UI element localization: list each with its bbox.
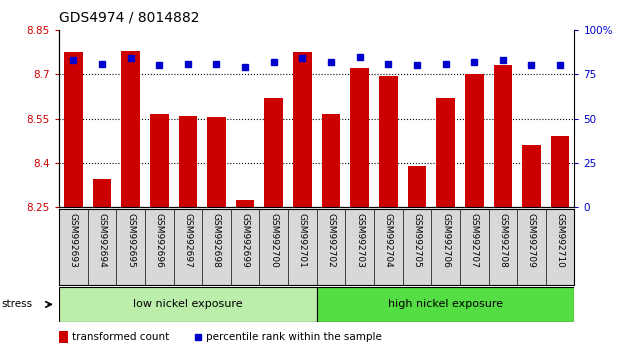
Text: GSM992700: GSM992700 <box>270 213 278 268</box>
Text: GSM992701: GSM992701 <box>298 213 307 268</box>
Text: GSM992710: GSM992710 <box>556 213 564 268</box>
Text: GSM992708: GSM992708 <box>498 213 507 268</box>
Bar <box>379 76 397 207</box>
Text: GSM992698: GSM992698 <box>212 213 221 268</box>
Bar <box>207 117 226 207</box>
Text: high nickel exposure: high nickel exposure <box>388 299 503 309</box>
Bar <box>494 65 512 207</box>
Text: GSM992704: GSM992704 <box>384 213 393 267</box>
Bar <box>64 52 83 207</box>
Bar <box>265 98 283 207</box>
Bar <box>551 136 569 207</box>
Text: low nickel exposure: low nickel exposure <box>133 299 243 309</box>
Bar <box>437 98 455 207</box>
Text: GSM992703: GSM992703 <box>355 213 364 268</box>
Text: GSM992695: GSM992695 <box>126 213 135 268</box>
Bar <box>350 68 369 207</box>
Text: GSM992707: GSM992707 <box>469 213 479 268</box>
Bar <box>59 287 317 322</box>
Text: GSM992706: GSM992706 <box>441 213 450 268</box>
Bar <box>236 200 255 207</box>
Bar <box>317 287 574 322</box>
Text: GSM992705: GSM992705 <box>412 213 422 268</box>
Text: GDS4974 / 8014882: GDS4974 / 8014882 <box>59 11 199 25</box>
Bar <box>59 331 68 343</box>
Text: percentile rank within the sample: percentile rank within the sample <box>206 332 382 342</box>
Bar <box>522 145 541 207</box>
Text: transformed count: transformed count <box>72 332 169 342</box>
Text: GSM992694: GSM992694 <box>97 213 106 267</box>
Bar <box>293 52 312 207</box>
Text: GSM992696: GSM992696 <box>155 213 164 268</box>
Text: GSM992702: GSM992702 <box>327 213 335 267</box>
Bar <box>121 51 140 207</box>
Text: GSM992699: GSM992699 <box>240 213 250 268</box>
Bar <box>93 179 111 207</box>
Text: GSM992709: GSM992709 <box>527 213 536 268</box>
Bar <box>150 114 168 207</box>
Text: GSM992693: GSM992693 <box>69 213 78 268</box>
Bar <box>322 114 340 207</box>
Text: GSM992697: GSM992697 <box>183 213 193 268</box>
Text: stress: stress <box>1 299 32 309</box>
Bar <box>179 116 197 207</box>
Bar <box>465 74 484 207</box>
Bar <box>407 166 426 207</box>
